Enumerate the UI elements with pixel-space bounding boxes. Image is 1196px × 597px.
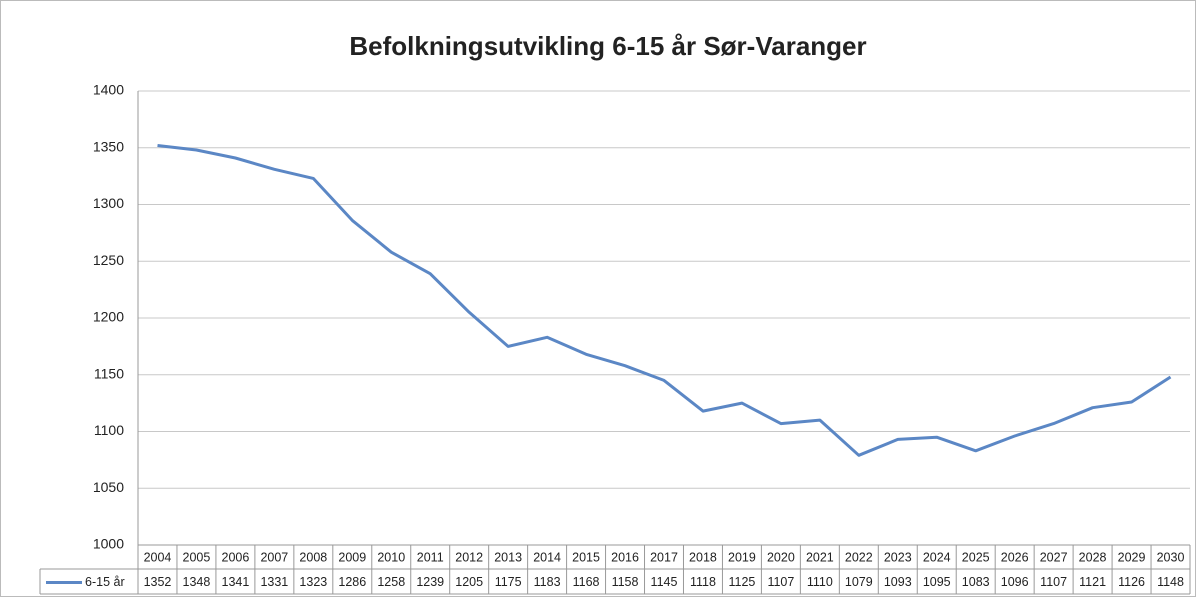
table-value: 1158 (612, 575, 639, 589)
x-tick-label: 2004 (144, 550, 172, 564)
table-value: 1083 (962, 575, 990, 589)
y-tick-label: 1350 (93, 138, 124, 154)
x-tick-label: 2029 (1118, 550, 1146, 564)
x-tick-label: 2025 (962, 550, 990, 564)
table-value: 1107 (1040, 575, 1067, 589)
x-tick-label: 2017 (650, 550, 678, 564)
x-tick-label: 2023 (884, 550, 912, 564)
table-value: 1341 (222, 575, 250, 589)
table-value: 1348 (183, 575, 211, 589)
y-tick-label: 1150 (94, 365, 124, 381)
table-value: 1095 (923, 575, 951, 589)
table-value: 1096 (1001, 575, 1029, 589)
data-line (157, 144, 1172, 457)
table-value: 1118 (690, 575, 716, 589)
table-value: 1352 (144, 575, 172, 589)
x-tick-label: 2009 (338, 550, 366, 564)
table-value: 1258 (377, 575, 405, 589)
table-value: 1121 (1079, 575, 1106, 589)
table-value: 1093 (884, 575, 912, 589)
chart-title: Befolkningsutvikling 6-15 år Sør-Varange… (349, 31, 866, 61)
table-value: 1126 (1118, 575, 1145, 589)
table-value: 1110 (807, 575, 833, 589)
table-value: 1183 (534, 575, 561, 589)
table-value: 1175 (495, 575, 522, 589)
x-tick-label: 2016 (611, 550, 639, 564)
legend-label: 6-15 år (85, 575, 125, 589)
x-tick-label: 2020 (767, 550, 795, 564)
x-tick-label: 2005 (183, 550, 211, 564)
x-tick-label: 2006 (222, 550, 250, 564)
x-tick-label: 2024 (923, 550, 951, 564)
x-tick-label: 2010 (377, 550, 405, 564)
y-tick-label: 1050 (93, 479, 124, 495)
x-tick-label: 2022 (845, 550, 873, 564)
x-tick-label: 2018 (689, 550, 717, 564)
x-tick-label: 2019 (728, 550, 756, 564)
x-tick-label: 2030 (1157, 550, 1185, 564)
table-value: 1148 (1157, 575, 1184, 589)
table-value: 1107 (767, 575, 794, 589)
x-tick-label: 2027 (1040, 550, 1068, 564)
y-tick-label: 1100 (94, 422, 124, 438)
y-tick-label: 1400 (93, 82, 124, 98)
table-value: 1079 (845, 575, 873, 589)
x-tick-label: 2013 (494, 550, 522, 564)
x-tick-label: 2012 (455, 550, 483, 564)
table-value: 1239 (416, 575, 444, 589)
table-value: 1145 (651, 575, 678, 589)
x-tick-label: 2014 (533, 550, 561, 564)
x-tick-label: 2026 (1001, 550, 1029, 564)
table-value: 1286 (338, 575, 366, 589)
table-value: 1205 (455, 575, 483, 589)
y-tick-label: 1250 (93, 252, 124, 268)
y-tick-label: 1300 (93, 195, 124, 211)
x-tick-label: 2008 (299, 550, 327, 564)
x-tick-label: 2011 (417, 550, 444, 564)
table-value: 1331 (260, 575, 288, 589)
x-tick-label: 2015 (572, 550, 600, 564)
table-value: 1125 (728, 575, 755, 589)
x-tick-label: 2021 (806, 550, 834, 564)
y-tick-label: 1000 (93, 536, 124, 552)
y-tick-label: 1200 (93, 309, 124, 325)
table-value: 1168 (573, 575, 600, 589)
table-value: 1323 (299, 575, 327, 589)
x-tick-label: 2028 (1079, 550, 1107, 564)
x-tick-label: 2007 (260, 550, 288, 564)
